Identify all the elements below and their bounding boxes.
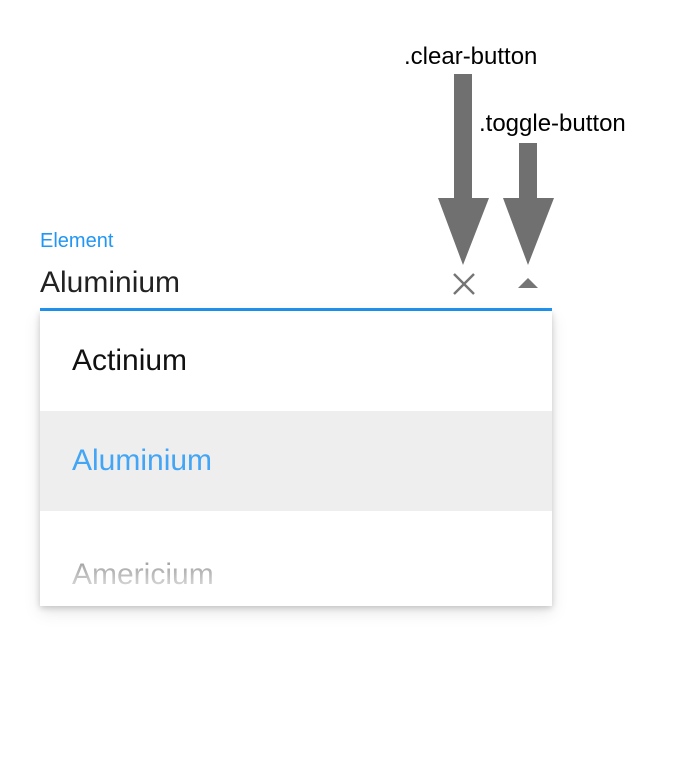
clear-button[interactable] <box>448 268 480 300</box>
combo-box-input[interactable]: Aluminium <box>40 266 181 299</box>
list-item-label: Actinium <box>72 344 188 377</box>
field-label: Element <box>40 230 114 252</box>
close-icon <box>453 273 475 295</box>
list-item-label: Aluminium <box>72 444 213 477</box>
caret-up-icon <box>518 278 538 288</box>
list-item[interactable]: Americium <box>40 511 552 606</box>
clear-button-arrow <box>438 74 489 265</box>
clear-button-annotation: .clear-button <box>404 43 538 70</box>
toggle-button-annotation: .toggle-button <box>479 110 626 137</box>
toggle-button-arrow <box>503 143 554 265</box>
list-item-label: Americium <box>72 558 214 591</box>
field-underline <box>40 308 552 311</box>
toggle-button[interactable] <box>512 268 544 300</box>
dropdown-overlay: Actinium Aluminium Americium <box>40 311 552 606</box>
list-item[interactable]: Actinium <box>40 311 552 411</box>
list-item-selected[interactable]: Aluminium <box>40 411 552 511</box>
